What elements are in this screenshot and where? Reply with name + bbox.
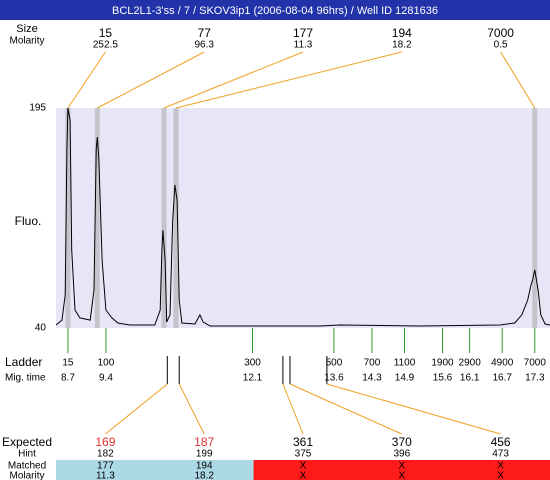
peak-band xyxy=(65,108,71,328)
ladder-label: Ladder xyxy=(5,355,42,369)
matched-molarity: X xyxy=(497,471,504,480)
table-label: Matched xyxy=(8,461,46,472)
expected-connector xyxy=(178,383,205,435)
ladder-time: 8.7 xyxy=(61,373,75,384)
hint: 396 xyxy=(393,449,410,460)
table-label: Expected xyxy=(2,435,52,449)
matched-molarity: X xyxy=(398,471,405,480)
expected-size: 370 xyxy=(392,435,412,449)
ladder-time: 16.1 xyxy=(460,373,480,384)
ladder-size: 15 xyxy=(62,358,74,369)
ladder-time: 13.6 xyxy=(324,373,344,384)
peak-connector xyxy=(67,51,106,109)
expected-connector xyxy=(289,383,403,435)
peak-band xyxy=(532,108,538,328)
ladder-time: 16.7 xyxy=(492,373,512,384)
ladder-time: 17.3 xyxy=(525,373,545,384)
match-cell xyxy=(154,460,255,480)
ladder-size: 2900 xyxy=(459,358,482,369)
plot-area xyxy=(56,108,550,328)
peak-molarity: 252.5 xyxy=(93,40,118,51)
match-cell xyxy=(56,460,156,480)
ladder-size: 7000 xyxy=(524,358,547,369)
header-label: Molarity xyxy=(9,36,44,47)
expected-connector xyxy=(105,383,168,435)
expected-size: 456 xyxy=(491,435,511,449)
match-cell xyxy=(451,460,550,480)
peak-size: 177 xyxy=(293,26,313,40)
peak-size: 15 xyxy=(99,26,113,40)
hint: 182 xyxy=(97,449,114,460)
table-label: Molarity xyxy=(9,471,44,480)
ladder-size: 1900 xyxy=(431,358,454,369)
matched: X xyxy=(398,461,405,472)
peak-connector xyxy=(97,51,205,109)
peak-band xyxy=(161,108,167,328)
peak-molarity: 18.2 xyxy=(392,40,412,51)
ladder-time: 15.6 xyxy=(433,373,453,384)
peak-molarity: 11.3 xyxy=(294,40,313,51)
peak-connector xyxy=(163,51,304,109)
match-cell xyxy=(352,460,452,480)
peak-size: 194 xyxy=(392,26,412,40)
expected-connector xyxy=(326,383,501,435)
peak-size: 77 xyxy=(198,26,212,40)
title: BCL2L1-3'ss / 7 / SKOV3ip1 (2006-08-04 9… xyxy=(112,5,438,17)
matched-molarity: X xyxy=(300,471,307,480)
peak-band xyxy=(94,108,100,328)
matched: 194 xyxy=(196,461,213,472)
ladder-time: 9.4 xyxy=(99,373,113,384)
peak-connector xyxy=(500,51,536,109)
peak-molarity: 0.5 xyxy=(494,40,508,51)
matched-molarity: 18.2 xyxy=(194,471,214,480)
ladder-size: 500 xyxy=(326,358,343,369)
expected-size: 169 xyxy=(95,435,115,449)
y-axis-label: Fluo. xyxy=(15,214,42,228)
match-cell xyxy=(253,460,353,480)
table-label: Hint xyxy=(18,449,36,460)
peak-molarity: 96.3 xyxy=(194,40,214,51)
ladder-size: 700 xyxy=(364,358,381,369)
header-label: Size xyxy=(16,23,37,35)
ladder-time: 12.1 xyxy=(243,373,263,384)
expected-size: 187 xyxy=(194,435,214,449)
hint: 199 xyxy=(196,449,213,460)
matched: 177 xyxy=(97,461,114,472)
hint: 375 xyxy=(295,449,312,460)
expected-connector xyxy=(282,383,304,435)
expected-size: 361 xyxy=(293,435,313,449)
ladder-time-label: Mig. time xyxy=(5,373,46,384)
ladder-time: 14.3 xyxy=(362,373,382,384)
y-tick-label: 195 xyxy=(29,103,46,114)
ladder-time: 14.9 xyxy=(395,373,415,384)
y-tick-label: 40 xyxy=(35,323,47,334)
title-bar xyxy=(0,0,550,20)
ladder-size: 100 xyxy=(98,358,115,369)
peak-band xyxy=(173,108,179,328)
matched: X xyxy=(497,461,504,472)
peak-size: 7000 xyxy=(487,26,514,40)
ladder-size: 4900 xyxy=(491,358,514,369)
ladder-size: 300 xyxy=(244,358,261,369)
matched-molarity: 11.3 xyxy=(96,471,115,480)
matched: X xyxy=(300,461,307,472)
hint: 473 xyxy=(492,449,509,460)
peak-connector xyxy=(175,51,402,109)
trace xyxy=(55,107,550,327)
ladder-size: 1100 xyxy=(394,358,416,369)
